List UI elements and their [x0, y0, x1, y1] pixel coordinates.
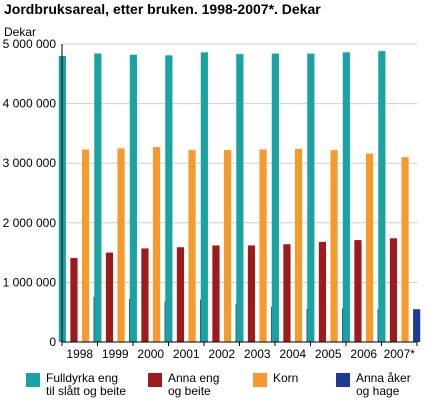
x-tick-label: 2001 [173, 347, 200, 361]
legend: Fulldyrka eng til slått og beite Anna eng… [0, 366, 426, 408]
bar [105, 252, 114, 342]
axes: Dekar 0 1 000 000 2 000 000 3 000 000 4 000 0… [3, 25, 418, 361]
x-tick-label: 1999 [102, 347, 129, 361]
y-tick-label: 2 000 000 [3, 216, 57, 230]
legend-swatch [148, 373, 162, 387]
legend-item: Anna eng og beite [148, 372, 219, 398]
bar [378, 51, 386, 342]
bar [307, 53, 315, 342]
legend-item: Korn [253, 372, 298, 387]
y-tick-label: 5 000 000 [3, 37, 57, 51]
y-tick-label: 4 000 000 [3, 97, 57, 111]
bar [330, 150, 338, 342]
legend-label: Fulldyrka eng til slått og beite [46, 371, 127, 398]
bar-chart: Dekar 0 1 000 000 2 000 000 3 000 000 4 000 0… [3, 25, 421, 361]
bar [271, 53, 279, 342]
y-tick-label: 3 000 000 [3, 156, 57, 170]
bar [401, 157, 409, 342]
x-tick-label: 2004 [279, 347, 306, 361]
bar [165, 55, 173, 342]
bar [212, 245, 220, 342]
y-axis-label: Dekar [4, 25, 36, 39]
legend-swatch [26, 373, 40, 387]
x-tick-label: 2005 [315, 347, 342, 361]
bar [342, 52, 350, 343]
bar [259, 149, 267, 342]
x-tick-label: 1998 [66, 347, 93, 361]
bar [117, 148, 125, 342]
legend-item: Fulldyrka eng til slått og beite [26, 372, 126, 398]
bar [200, 52, 208, 343]
bar [283, 244, 291, 342]
bar [236, 54, 244, 343]
legend-item: Anna åker og hage [336, 372, 411, 398]
bar [223, 150, 232, 342]
bar [389, 238, 398, 342]
x-tick-label: 2002 [208, 347, 235, 361]
y-tick-label: 1 000 000 [3, 275, 57, 289]
bars [58, 51, 421, 343]
bar [81, 149, 90, 342]
legend-swatch [336, 373, 350, 387]
bar [413, 309, 421, 342]
legend-label: Anna åker og hage [356, 371, 411, 398]
bar [318, 241, 327, 342]
bar [354, 240, 362, 342]
bar [141, 248, 149, 342]
x-tick-label: 2007* [384, 347, 416, 361]
bar [365, 153, 374, 342]
bar [176, 247, 185, 342]
chart-title: Jordbruksareal, etter bruken. 1998-2007*… [4, 1, 321, 17]
x-tick-label: 2006 [350, 347, 377, 361]
bar [247, 245, 256, 342]
bar [70, 257, 78, 342]
bar [129, 54, 137, 343]
legend-label: Anna eng og beite [168, 371, 220, 398]
bar [94, 53, 102, 342]
bar [152, 147, 161, 342]
x-tick-label: 2003 [244, 347, 271, 361]
legend-swatch [253, 373, 267, 387]
bar [188, 150, 196, 342]
legend-label: Korn [273, 371, 299, 385]
x-tick-label: 2000 [137, 347, 164, 361]
y-tick-label: 0 [49, 335, 56, 349]
bar [294, 148, 303, 342]
